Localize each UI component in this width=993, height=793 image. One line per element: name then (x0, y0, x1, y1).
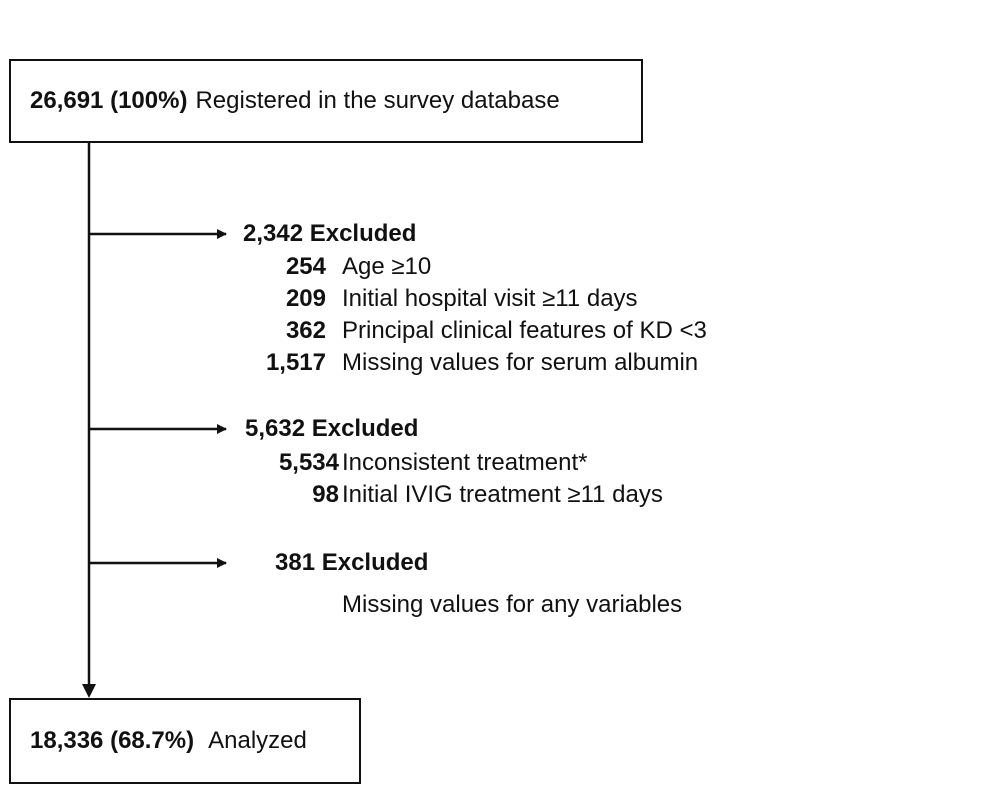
exclusion-2-item-label: Inconsistent treatment* (342, 449, 588, 476)
exclusion-1-item-label: Principal clinical features of KD <3 (342, 317, 707, 344)
exclusion-3-heading: 381 Excluded (275, 549, 429, 576)
exclusion-1-item-label: Initial hospital visit ≥11 days (342, 285, 638, 312)
exclusion-1-item: 1,517 Missing values for serum albumin (0, 347, 993, 379)
exclusion-1-item-label: Age ≥10 (342, 253, 432, 280)
exclusion-2-heading: 5,632 Excluded (245, 415, 419, 442)
registered-box: 26,691 (100%) Registered in the survey d… (9, 59, 643, 143)
exclusion-3-item-label: Missing values for any variables (342, 591, 683, 618)
exclusion-2-item-count: 5,534 (278, 449, 339, 476)
registered-label: Registered in the survey database (195, 87, 560, 114)
exclusion-1-item: 254 Age ≥10 (0, 251, 993, 283)
exclusion-2-item-count: 98 (312, 481, 339, 508)
registered-count: 26,691 (100%) (30, 87, 188, 114)
exclusion-1-item-count: 1,517 (265, 349, 326, 376)
exclusion-1-item-count: 362 (285, 317, 326, 344)
exclusion-1-item: 209 Initial hospital visit ≥11 days (0, 283, 993, 315)
exclusion-2-item: 5,534 Inconsistent treatment* (0, 447, 993, 479)
exclusion-1-item-count: 254 (285, 253, 326, 280)
exclusion-1-item-count: 209 (285, 285, 326, 312)
exclusion-2-item: 98 Initial IVIG treatment ≥11 days (0, 479, 993, 511)
exclusion-1-item: 362 Principal clinical features of KD <3 (0, 315, 993, 347)
analyzed-count: 18,336 (68.7%) (30, 727, 195, 754)
exclusion-1-item-label: Missing values for serum albumin (342, 349, 699, 376)
exclusion-3-item: Missing values for any variables (0, 589, 993, 621)
exclusion-1-heading: 2,342 Excluded (243, 220, 417, 247)
main-flow-arrowhead (82, 684, 96, 698)
analyzed-label: Analyzed (208, 727, 307, 754)
exclusion-2-item-label: Initial IVIG treatment ≥11 days (342, 481, 663, 508)
analyzed-box: 18,336 (68.7%) Analyzed (9, 698, 361, 784)
